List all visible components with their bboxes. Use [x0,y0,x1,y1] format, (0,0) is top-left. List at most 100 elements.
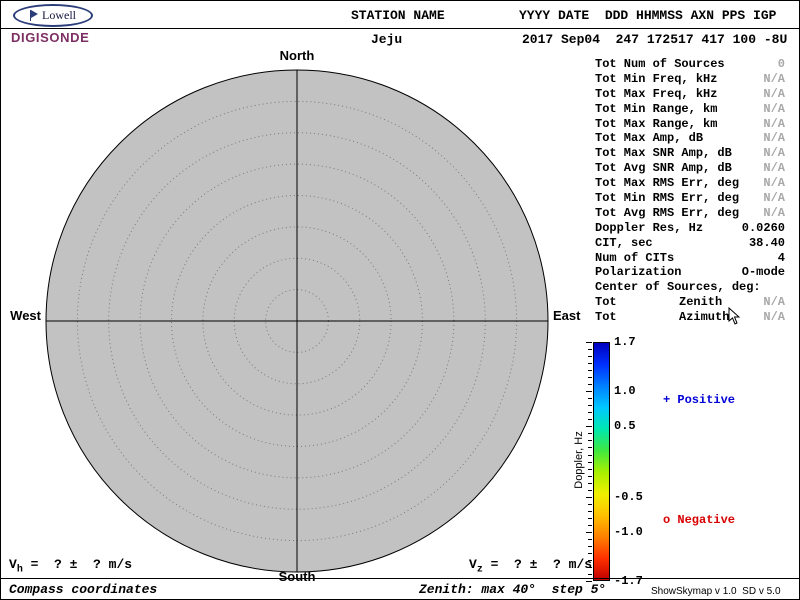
stats-label: Tot Max Freq, kHz [595,86,718,101]
colorbar-tick [588,454,592,456]
colorbar-tick [588,559,592,561]
negative-legend: o Negative [663,513,736,527]
vz-symbol: V [469,557,477,572]
stats-row: Doppler Res, Hz 0.0260 [595,221,785,236]
stats-sublabel: Azimuth [679,310,730,325]
stats-value: 4 [777,250,785,265]
colorbar-tick [586,496,592,498]
stats-value: N/A [763,310,785,325]
horizontal-velocity-readout: Vh = ? ± ? m/s [9,557,132,576]
colorbar-tick [588,356,592,358]
positive-legend: + Positive [663,393,736,407]
colorbar-tick [588,363,592,365]
station-name-value: Jeju [371,32,403,47]
colorbar-tick [586,426,592,428]
stats-row: Tot Zenith N/A [595,295,785,310]
colorbar-tick-label: 0.5 [614,419,636,434]
stats-label: Tot Max Amp, dB [595,131,704,146]
stats-label: Center of Sources, deg: [595,280,761,295]
stats-sublabel: Zenith [679,295,723,310]
stats-value: N/A [763,116,785,131]
header-divider [1,28,799,29]
stats-label: Tot [595,310,617,325]
colorbar-tick [588,524,592,526]
colorbar-tick [588,552,592,554]
footer-divider [1,578,799,579]
colorbar-tick [588,482,592,484]
colorbar-tick [588,377,592,379]
colorbar: 1.7 1.0 0.5 -0.5 -1.0 -1.7 [586,335,643,588]
station-name-label: STATION NAME [351,8,445,23]
stats-row: Tot Avg SNR Amp, dB N/A [595,161,785,176]
vh-value: = ? ± ? m/s [22,557,133,572]
colorbar-tick [588,440,592,442]
stats-label: Tot Max RMS Err, deg [595,176,740,191]
stats-row: Tot Azimuth N/A [595,310,785,325]
colorbar-tick [588,503,592,505]
stats-value: N/A [763,205,785,220]
colorbar-tick [588,349,592,350]
vh-subscript: h [16,564,23,576]
colorbar-tick-label: 1.0 [614,384,636,399]
stats-label: Tot Avg RMS Err, deg [595,205,740,220]
colorbar-gradient [593,342,610,581]
logo-lowell-text: Lowell [42,8,76,22]
stats-label: Tot Max SNR Amp, dB [595,146,732,161]
colorbar-tick [588,447,592,449]
header-fields-label: YYYY DATE DDD HHMMSS AXN PPS IGP [519,8,777,23]
colorbar-tick [588,433,592,435]
colorbar-tick [588,461,592,463]
stats-label: Tot Min Range, km [595,101,718,116]
stats-row: Tot Max Range, km N/A [595,117,785,132]
stats-label: Polarization [595,265,682,280]
colorbar-tick [588,475,592,477]
stats-value: O-mode [741,265,785,280]
colorbar-tick [588,566,592,568]
stats-row: Tot Min Range, km N/A [595,102,785,117]
colorbar-tick [588,468,592,470]
stats-row: Polarization O-mode [595,265,785,280]
stats-row: Tot Max Freq, kHz N/A [595,87,785,102]
version-text: ShowSkymap v 1.0 SD v 5.0 [651,586,781,597]
stats-value: N/A [763,295,785,310]
colorbar-tick [588,384,592,386]
stats-label: Doppler Res, Hz [595,220,704,235]
label-north: North [279,48,315,63]
stats-value: N/A [763,71,785,86]
colorbar-tick [588,398,592,400]
stats-row: Tot Max Amp, dB N/A [595,131,785,146]
vh-symbol: V [9,557,17,572]
label-east: East [553,308,581,323]
skymap-plot [45,69,549,573]
colorbar-tick-label: -1.0 [614,524,643,539]
stats-value: 0.0260 [741,220,785,235]
colorbar-axis-label: Doppler, Hz [573,431,585,489]
label-south: South [278,569,316,584]
coordinates-note: Compass coordinates [9,582,158,597]
stats-row: CIT, sec 38.40 [595,236,785,251]
colorbar-tick [588,545,592,547]
colorbar-tick [588,412,592,414]
colorbar-tick-label: -0.5 [614,489,643,504]
vertical-velocity-readout: Vz = ? ± ? m/s [469,557,592,576]
stats-panel: Tot Num of Sources 0 Tot Min Freq, kHz N/A T… [595,57,785,325]
stats-label: Tot Min RMS Err, deg [595,191,740,206]
vz-value: = ? ± ? m/s [482,557,593,572]
stats-value: N/A [763,191,785,206]
colorbar-tick [586,531,592,533]
stats-value: N/A [763,146,785,161]
zenith-range-note: Zenith: max 40° step 5° [419,582,607,597]
colorbar-tick [588,489,592,491]
colorbar-tick-label: -1.7 [614,574,643,588]
colorbar-tick [586,391,592,393]
stats-row: Tot Max RMS Err, deg N/A [595,176,785,191]
colorbar-tick [588,538,592,540]
colorbar-tick-label: 1.7 [614,335,636,349]
stats-value: 38.40 [748,235,785,250]
stats-value: 0 [777,57,785,71]
colorbar-tick [588,574,592,575]
stats-label: Tot [595,295,617,310]
stats-value: N/A [763,86,785,101]
stats-row: Center of Sources, deg: [595,280,785,295]
lowell-logo: Lowell [13,4,93,27]
